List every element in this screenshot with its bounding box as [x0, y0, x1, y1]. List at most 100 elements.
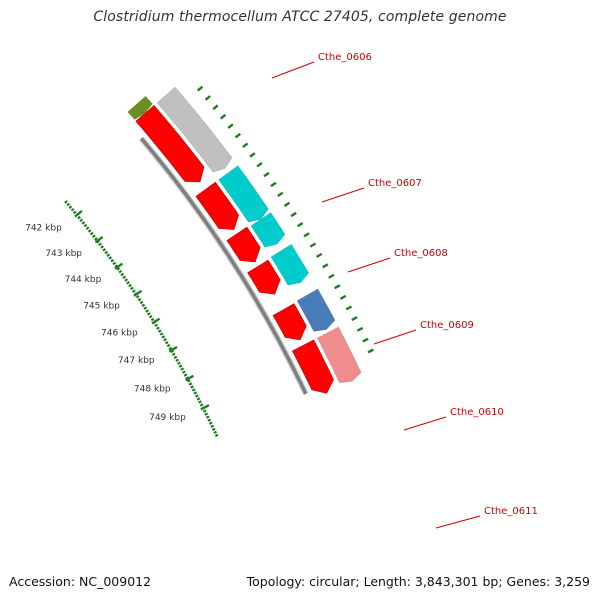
ruler-major-tick — [200, 404, 210, 411]
accession-text: Accession: NC_009012 — [9, 574, 152, 589]
gene-label: Cthe_0606 — [318, 52, 372, 63]
gene-label-connector — [321, 187, 365, 203]
partial-gene-arrow — [127, 96, 153, 120]
outer-ruler-tick — [283, 201, 291, 208]
outer-ruler-tick — [270, 181, 277, 188]
outer-ruler-tick — [234, 132, 242, 139]
outer-ruler-tick — [197, 85, 204, 92]
ruler-major-tick — [133, 289, 143, 297]
ruler-minor-tick — [183, 373, 188, 377]
outer-ruler-tick — [212, 104, 219, 111]
ruler-minor-tick — [79, 218, 84, 223]
gene-label-connector — [373, 329, 417, 345]
ruler-minor-tick — [94, 237, 98, 241]
ruler-minor-tick — [202, 409, 207, 413]
ruler-layer: 742 kbp 743 kbp 744 kbp 745 kbp 746 kbp 747 k… — [25, 85, 374, 438]
ruler-minor-tick — [70, 207, 75, 212]
outer-ruler-tick — [309, 242, 317, 248]
ruler-minor-tick — [173, 355, 178, 359]
ruler-minor-tick — [159, 332, 164, 336]
ruler-major-tick — [114, 262, 124, 270]
outer-ruler-tick — [345, 305, 353, 311]
ruler-minor-tick — [180, 367, 185, 371]
ruler-tick-label: 747 kbp — [118, 356, 155, 366]
cds-arrow — [272, 303, 307, 341]
ruler-minor-tick — [191, 388, 196, 392]
ruler-major-tick — [151, 317, 161, 325]
ruler-minor-tick — [164, 340, 169, 345]
ruler-major-tick — [74, 209, 83, 218]
outer-ruler-tick — [315, 252, 323, 258]
outer-ruler-tick — [322, 263, 329, 269]
ruler-tick-label: 748 kbp — [134, 384, 171, 394]
ruler-minor-tick — [141, 303, 146, 308]
ruler-minor-tick — [108, 256, 113, 260]
ruler-minor-tick — [126, 281, 130, 285]
backbone-layer — [139, 136, 309, 396]
ruler-minor-tick — [112, 261, 117, 266]
outer-ruler-tick — [339, 294, 347, 300]
outer-ruler-tick — [204, 95, 211, 101]
ruler-minor-tick — [77, 215, 81, 220]
ruler-minor-tick — [204, 412, 209, 416]
gene-label: Cthe_0611 — [484, 506, 538, 517]
ruler-minor-tick — [120, 272, 125, 277]
outer-ruler-tick — [367, 348, 374, 354]
genome-summary-text: Topology: circular; Length: 3,843,301 bp… — [246, 574, 590, 589]
gene-label-connector — [271, 61, 315, 79]
ruler-minor-tick — [214, 433, 219, 438]
gene-label: Cthe_0608 — [394, 248, 448, 259]
gene-arrow — [296, 288, 336, 332]
ruler-minor-tick — [175, 358, 180, 362]
ruler-minor-tick — [156, 326, 160, 330]
cds-arrow — [226, 226, 261, 263]
map-title: Clostridium thermocellum ATCC 27405, com… — [93, 9, 507, 25]
ruler-minor-tick — [170, 349, 174, 354]
ruler-minor-tick — [163, 338, 167, 342]
gene-layer — [127, 86, 362, 384]
ruler-minor-tick — [118, 269, 123, 274]
outer-ruler-tick — [356, 326, 364, 332]
ruler-tick-label: 745 kbp — [83, 301, 120, 311]
ruler-minor-tick — [213, 430, 217, 434]
gene-arrow — [316, 326, 362, 384]
ruler-major-tick — [168, 345, 178, 353]
ruler-tick-label: 746 kbp — [101, 329, 138, 339]
label-layer: Cthe_0606 Cthe_0607 Cthe_0608 Cthe_0609 Cthe… — [271, 52, 538, 529]
gene-arrow — [250, 212, 286, 248]
ruler-minor-tick — [130, 286, 134, 291]
gene-label: Cthe_0609 — [420, 320, 474, 331]
gene-label-connector — [435, 515, 481, 529]
outer-ruler-tick — [227, 123, 234, 129]
ruler-minor-tick — [166, 343, 171, 348]
outer-ruler-tick — [328, 273, 335, 279]
outer-ruler-tick — [219, 113, 227, 120]
ruler-tick-label: 743 kbp — [45, 249, 82, 259]
gene-arrow — [270, 243, 310, 286]
outer-ruler-tick — [303, 232, 310, 238]
ruler-minor-tick — [190, 385, 194, 389]
ruler-minor-tick — [186, 379, 191, 383]
cds-arrow — [291, 339, 334, 394]
cds-arrow — [195, 181, 239, 230]
ruler-minor-tick — [98, 242, 102, 247]
ruler-minor-tick — [195, 394, 199, 398]
outer-ruler-tick — [277, 191, 284, 198]
ruler-minor-tick — [210, 424, 215, 428]
cds-arrow — [247, 259, 281, 295]
outer-ruler-tick — [296, 221, 304, 228]
ruler-minor-tick — [128, 283, 132, 288]
outer-ruler-tick — [351, 316, 358, 322]
ruler-minor-tick — [106, 253, 111, 257]
ruler-major-tick — [184, 374, 194, 382]
ruler-minor-tick — [205, 415, 210, 419]
gene-label-connector — [347, 257, 391, 273]
ruler-minor-tick — [137, 297, 142, 302]
ruler-minor-tick — [182, 370, 186, 374]
ruler-minor-tick — [161, 335, 166, 339]
outer-ruler-tick — [256, 161, 263, 168]
outer-ruler-tick — [249, 152, 256, 158]
ruler-minor-tick — [81, 221, 86, 225]
gene-label: Cthe_0607 — [368, 178, 422, 189]
